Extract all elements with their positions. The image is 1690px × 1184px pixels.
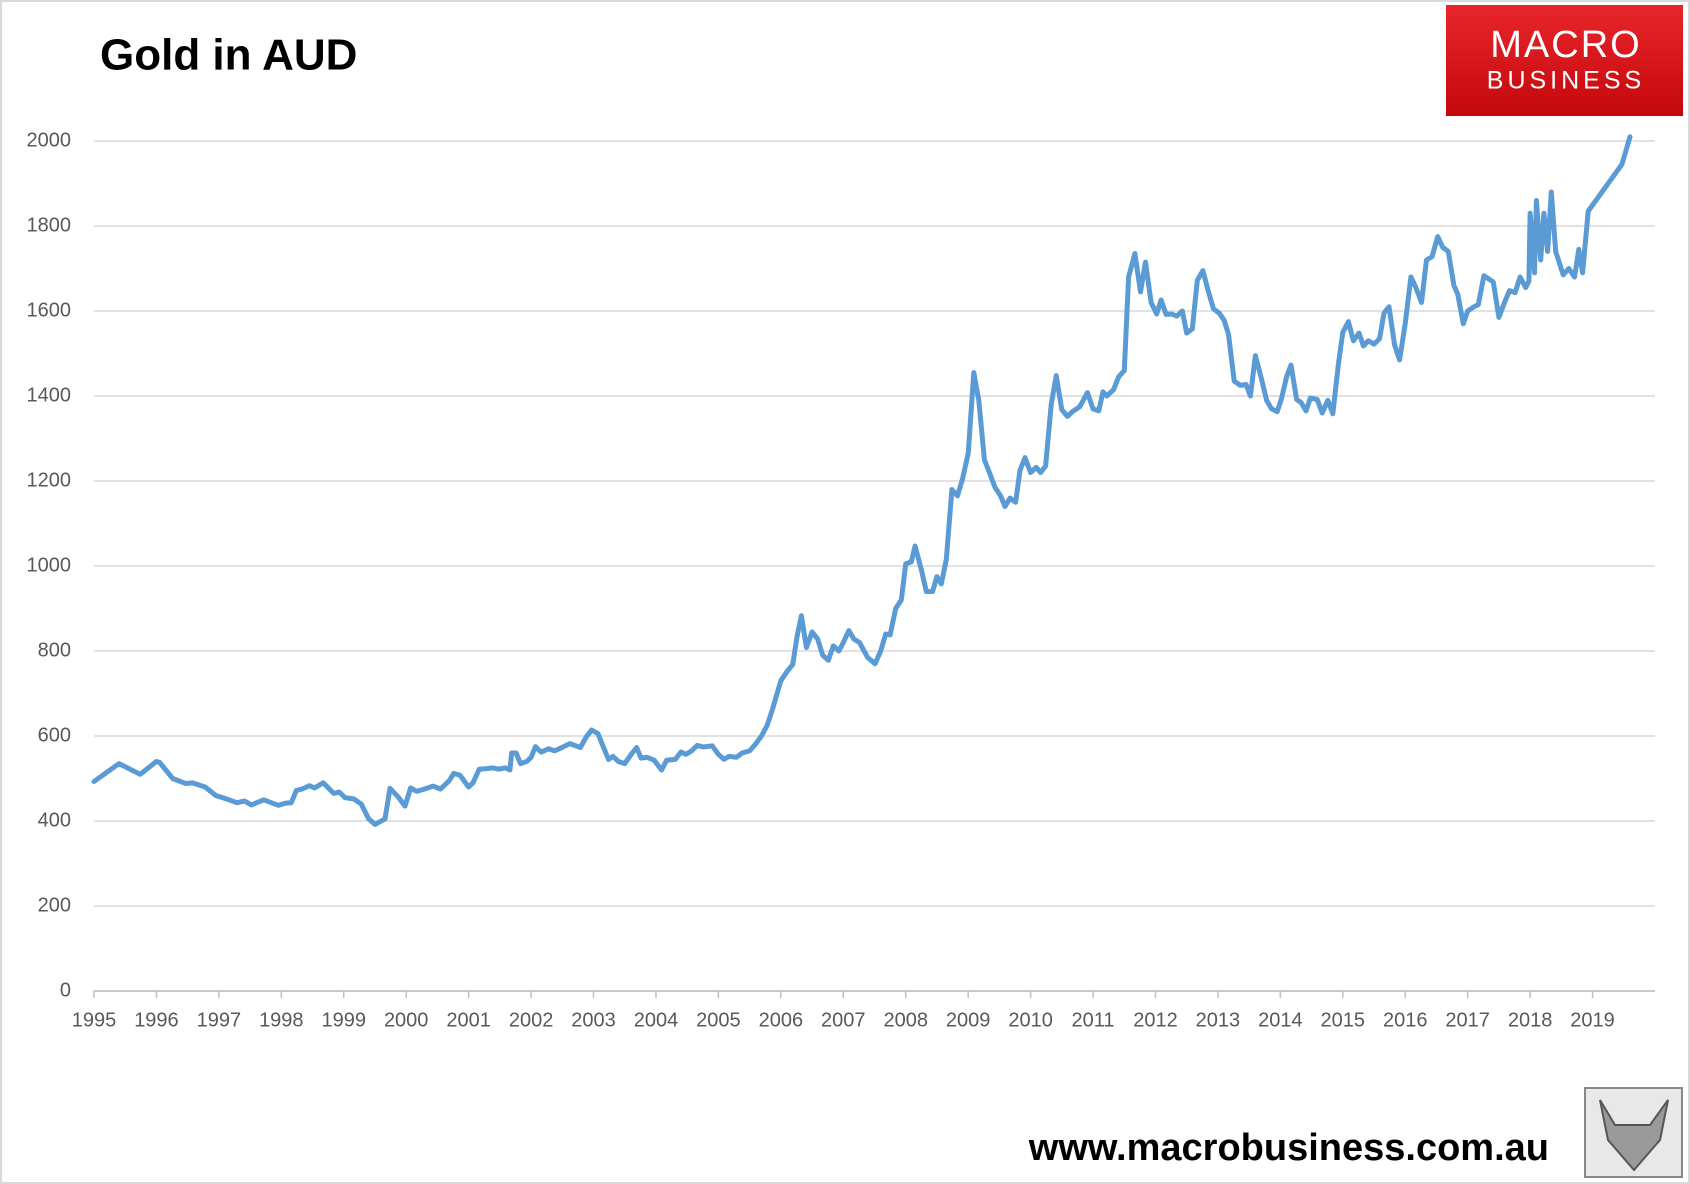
y-tick-label: 1800 xyxy=(27,214,72,236)
x-tick-label: 2008 xyxy=(883,1009,928,1031)
x-tick-label: 2006 xyxy=(759,1009,804,1031)
logo-box xyxy=(1446,5,1683,116)
y-tick-label: 2000 xyxy=(27,129,72,151)
data-line xyxy=(91,134,1633,827)
plot-area: 0 200 400 600 800 1000 1200 1400 1600 1800 2000 199… xyxy=(27,129,1655,1031)
x-tick-label: 2017 xyxy=(1445,1009,1490,1031)
fox-face xyxy=(1599,1099,1669,1172)
x-tick-label: 2003 xyxy=(571,1009,616,1031)
source-url: www.macrobusiness.com.au xyxy=(1028,1127,1549,1169)
y-tick-label: 1000 xyxy=(27,554,72,576)
x-tick-label: 2015 xyxy=(1321,1009,1366,1031)
y-tick-label: 1600 xyxy=(27,299,72,321)
x-tick-label: 2012 xyxy=(1133,1009,1178,1031)
x-tick-label: 1995 xyxy=(72,1009,117,1031)
x-tick-label: 1999 xyxy=(322,1009,367,1031)
x-tick-label: 2004 xyxy=(634,1009,679,1031)
logo-top: MACRO xyxy=(1490,24,1641,66)
y-tick-label: 1400 xyxy=(27,384,72,406)
y-tick-label: 1200 xyxy=(27,469,72,491)
x-tick-label: 1997 xyxy=(197,1009,242,1031)
y-tick-label: 200 xyxy=(38,894,71,916)
x-tick-label: 2007 xyxy=(821,1009,866,1031)
x-tick-label: 2009 xyxy=(946,1009,991,1031)
x-tick-label: 2013 xyxy=(1196,1009,1241,1031)
logo-bottom: BUSINESS xyxy=(1487,67,1645,95)
y-tick-label: 0 xyxy=(60,979,71,1001)
x-tick-label: 2010 xyxy=(1008,1009,1053,1031)
x-tick-label: 2011 xyxy=(1072,1009,1115,1031)
y-tick-label: 600 xyxy=(38,724,71,746)
chart-title: Gold in AUD xyxy=(100,31,357,80)
x-tick-label: 2001 xyxy=(446,1009,491,1031)
x-tick-label: 2018 xyxy=(1508,1009,1553,1031)
y-tick-label: 400 xyxy=(38,809,71,831)
x-tick-label: 2016 xyxy=(1383,1009,1428,1031)
x-tick-label: 2005 xyxy=(696,1009,741,1031)
x-tick-label: 2002 xyxy=(509,1009,554,1031)
x-tick-label: 2000 xyxy=(384,1009,429,1031)
x-tick-label: 1998 xyxy=(259,1009,304,1031)
y-tick-label: 800 xyxy=(38,639,71,661)
x-tick-label: 2019 xyxy=(1570,1009,1615,1031)
x-tick-label: 1996 xyxy=(134,1009,179,1031)
x-tick-label: 2014 xyxy=(1258,1009,1303,1031)
